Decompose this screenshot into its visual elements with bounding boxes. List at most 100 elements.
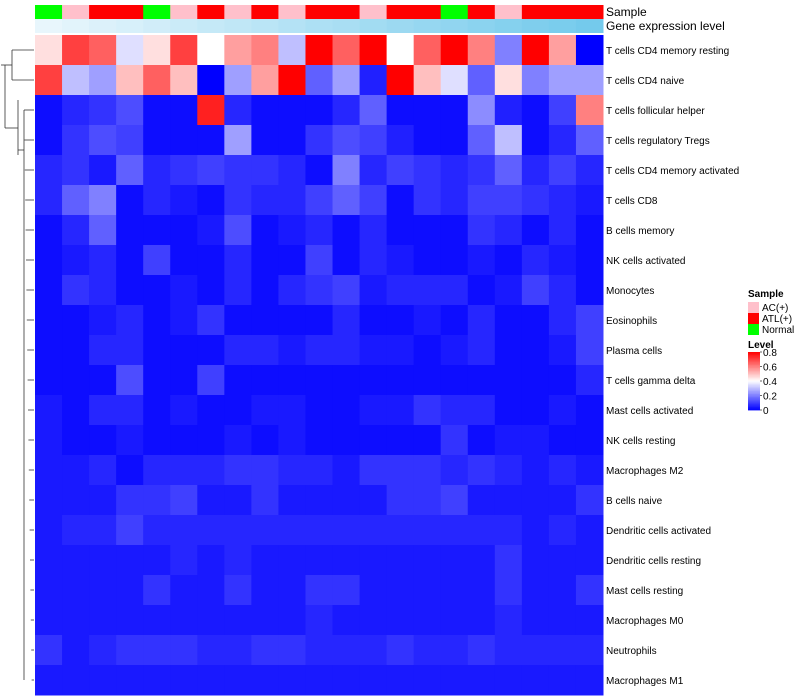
heatmap-cell (359, 665, 388, 696)
heatmap-cell (467, 65, 496, 96)
heatmap-cell (62, 545, 90, 576)
heatmap-cell (575, 155, 604, 186)
heatmap-cell (278, 35, 306, 66)
heatmap-cell (467, 125, 496, 156)
heatmap-cell (251, 425, 279, 456)
sample-annotation-cell (332, 5, 361, 19)
heatmap-cell (197, 365, 225, 396)
heatmap-cell (116, 275, 144, 306)
heatmap-cell (305, 305, 334, 336)
heatmap-cell (548, 305, 577, 336)
legend-level-gradient-segment (748, 386, 760, 389)
heatmap-cell (197, 605, 225, 636)
legend-level-gradient-segment (748, 379, 760, 382)
heatmap-cell (332, 665, 361, 696)
heatmap-cell (35, 275, 63, 306)
heatmap-cell (575, 575, 604, 606)
row-label: Dendritic cells resting (606, 556, 701, 567)
heatmap-cell (143, 605, 171, 636)
legend-level-gradient-segment (748, 378, 760, 380)
heatmap-cell (332, 65, 361, 96)
heatmap-cell (440, 275, 469, 306)
heatmap-cell (386, 185, 415, 216)
row-label: Neutrophils (606, 646, 657, 657)
heatmap-cell (35, 185, 63, 216)
heatmap-cell (143, 155, 171, 186)
heatmap-cell (386, 245, 415, 276)
heatmap-cell (413, 395, 442, 426)
heatmap-cell (251, 335, 279, 366)
heatmap-cell (440, 575, 469, 606)
heatmap-cell (224, 185, 252, 216)
legend-level-gradient-segment (748, 388, 760, 391)
heatmap-cell (440, 95, 469, 126)
heatmap-cell (575, 65, 604, 96)
heatmap-cell (143, 305, 171, 336)
heatmap-cell (386, 215, 415, 246)
heatmap-cell (143, 215, 171, 246)
heatmap-cell (521, 665, 550, 696)
heatmap-cell (548, 485, 577, 516)
heatmap-cell (494, 185, 523, 216)
row-label: Macrophages M0 (606, 616, 684, 627)
sample-annotation-cell (251, 5, 279, 19)
legend-level-gradient-segment (748, 370, 760, 373)
heatmap-cell (359, 125, 388, 156)
heatmap-cell (413, 65, 442, 96)
legend-level-tick-label: 0.4 (763, 377, 777, 388)
heatmap-cell (575, 95, 604, 126)
heatmap-cell (116, 365, 144, 396)
heatmap-cell (170, 35, 198, 66)
heatmap-cell (332, 335, 361, 366)
heatmap-cell (35, 155, 63, 186)
heatmap-cell (197, 335, 225, 366)
heatmap-cell (62, 425, 90, 456)
heatmap-cell (548, 245, 577, 276)
heatmap-cell (35, 605, 63, 636)
heatmap-cell (62, 95, 90, 126)
heatmap-cell (143, 635, 171, 666)
sample-annotation-cell (62, 5, 90, 19)
heatmap-cell (548, 95, 577, 126)
row-label: T cells regulatory Tregs (606, 136, 710, 147)
expression-annotation-cell (521, 19, 550, 33)
heatmap-cell (35, 635, 63, 666)
heatmap-cell (413, 245, 442, 276)
heatmap-cell (386, 635, 415, 666)
heatmap-cell (521, 245, 550, 276)
legend-level-gradient-segment (748, 356, 760, 359)
heatmap-cell (116, 395, 144, 426)
heatmap-cell (89, 305, 117, 336)
heatmap-cell (521, 335, 550, 366)
heatmap-cell (467, 185, 496, 216)
heatmap-cell (251, 635, 279, 666)
heatmap-cell (251, 275, 279, 306)
heatmap-cell (170, 95, 198, 126)
heatmap-cell (89, 35, 117, 66)
heatmap-cell (521, 425, 550, 456)
heatmap-cell (305, 605, 334, 636)
row-label: T cells CD4 memory resting (606, 46, 729, 57)
sample-annotation-cell (116, 5, 144, 19)
heatmap-cell (143, 125, 171, 156)
heatmap-cell (35, 365, 63, 396)
heatmap-cell (62, 605, 90, 636)
heatmap-cell (278, 575, 306, 606)
heatmap-cell (197, 215, 225, 246)
heatmap-cell (440, 305, 469, 336)
heatmap-cell (278, 275, 306, 306)
row-label: T cells CD4 naive (606, 76, 685, 87)
legend-level-gradient-segment (748, 408, 760, 411)
sample-annotation-cell (305, 5, 334, 19)
heatmap-cell (575, 635, 604, 666)
heatmap-cell (386, 65, 415, 96)
heatmap-cell (62, 215, 90, 246)
heatmap-cell (332, 395, 361, 426)
heatmap-cell (170, 605, 198, 636)
heatmap-cell (89, 95, 117, 126)
heatmap-cell (575, 335, 604, 366)
legend-level-gradient-segment (748, 365, 760, 367)
heatmap-cell (35, 215, 63, 246)
